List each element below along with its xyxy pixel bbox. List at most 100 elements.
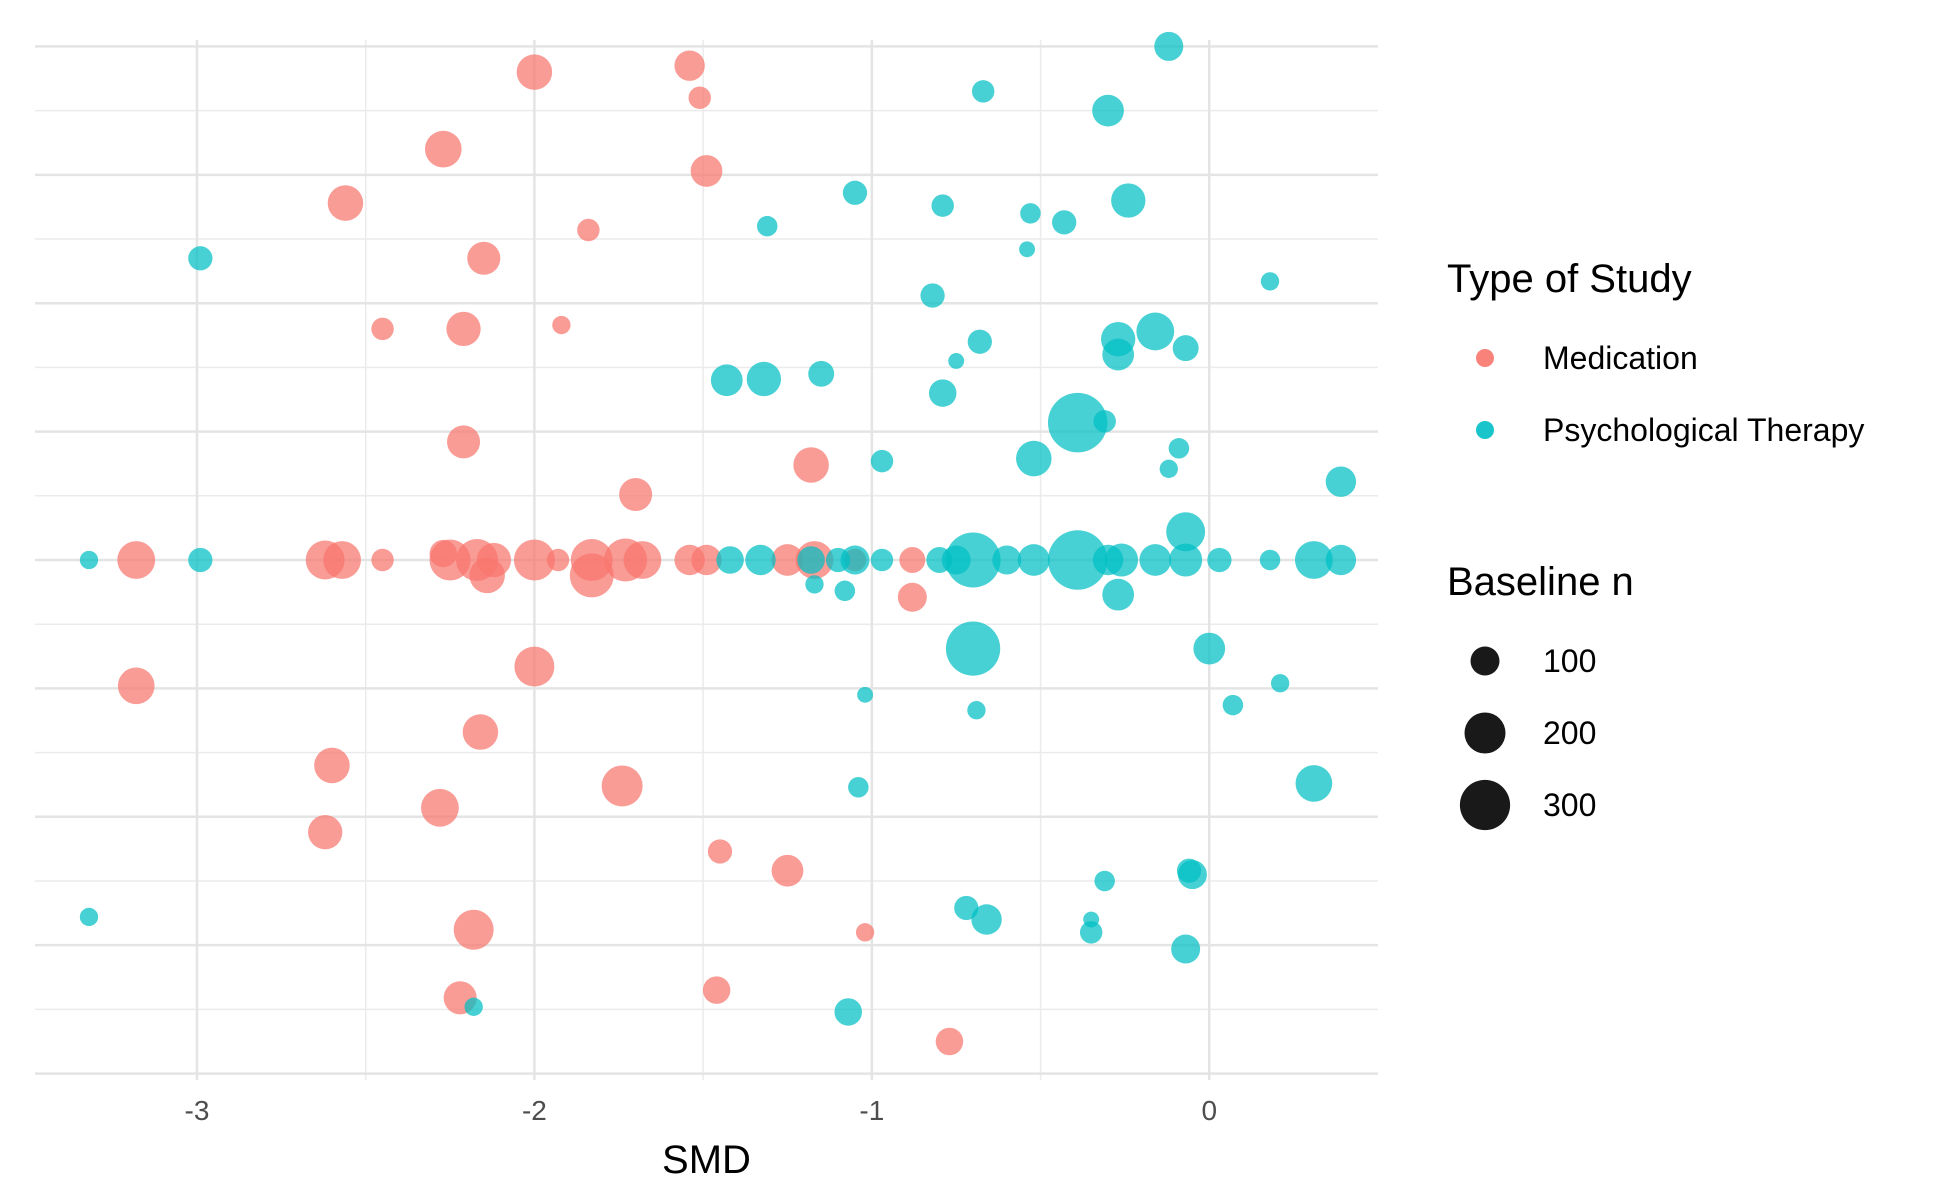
therapy-point — [1102, 578, 1135, 611]
therapy-point — [1193, 632, 1226, 665]
size-legend-label: 200 — [1543, 715, 1596, 751]
medication-point — [467, 241, 501, 275]
color-legend-key — [1476, 349, 1494, 367]
therapy-point — [1295, 765, 1333, 802]
medication-point — [690, 155, 723, 187]
therapy-point — [1092, 94, 1124, 127]
medication-point — [462, 714, 499, 750]
therapy-point — [857, 686, 874, 703]
medication-point — [516, 54, 553, 90]
x-tick-label: -2 — [522, 1095, 547, 1126]
medication-point — [446, 311, 481, 347]
color-legend-title: Type of Study — [1447, 257, 1692, 301]
medication-point — [117, 541, 156, 579]
therapy-point — [842, 180, 868, 205]
therapy-point — [948, 353, 965, 369]
medication-point — [327, 185, 364, 221]
medication-point — [514, 646, 555, 687]
medication-point — [601, 765, 643, 807]
therapy-point — [1325, 544, 1357, 576]
therapy-point — [808, 360, 835, 387]
therapy-point — [756, 215, 778, 237]
therapy-point — [1105, 543, 1139, 577]
therapy-point — [1047, 392, 1108, 453]
x-tick-label: -3 — [185, 1095, 210, 1126]
therapy-point — [1294, 541, 1333, 579]
therapy-point — [1222, 694, 1244, 716]
therapy-point — [834, 998, 862, 1026]
therapy-point — [967, 329, 992, 354]
medication-point — [314, 747, 350, 784]
legend: Type of Study Medication Psychological Th… — [1447, 257, 1864, 831]
color-legend-key — [1476, 421, 1494, 439]
therapy-point — [945, 532, 1001, 588]
therapy-point — [1325, 466, 1357, 497]
therapy-point — [1016, 440, 1052, 477]
therapy-point — [1017, 544, 1050, 576]
medication-point — [771, 854, 804, 887]
therapy-point — [746, 361, 782, 397]
therapy-point — [716, 546, 744, 574]
therapy-point — [464, 997, 483, 1016]
therapy-point — [1079, 921, 1103, 944]
therapy-point — [1052, 210, 1077, 235]
medication-point — [453, 909, 494, 950]
medication-point — [688, 86, 711, 110]
therapy-point — [1019, 241, 1036, 258]
medication-point — [447, 425, 481, 459]
therapy-point — [1166, 512, 1206, 552]
medication-point — [935, 1027, 964, 1056]
size-legend-title: Baseline n — [1447, 560, 1634, 604]
x-tick-label: -1 — [859, 1095, 884, 1126]
therapy-point — [1270, 674, 1290, 693]
therapy-point — [931, 194, 954, 217]
x-axis-title: SMD — [662, 1138, 751, 1182]
medication-point — [469, 557, 505, 594]
therapy-point — [971, 904, 1002, 935]
medication-point — [897, 582, 927, 612]
therapy-point — [848, 777, 869, 798]
therapy-point — [870, 449, 894, 473]
medication-point — [117, 667, 155, 705]
medication-point — [421, 788, 459, 827]
therapy-point — [992, 545, 1022, 575]
medication-points — [117, 50, 964, 1056]
medication-point — [577, 218, 600, 242]
medication-point — [793, 447, 829, 483]
therapy-point — [1168, 438, 1190, 459]
therapy-point — [928, 379, 957, 407]
therapy-point — [967, 701, 986, 720]
medication-point — [546, 548, 570, 572]
therapy-point — [797, 546, 825, 574]
medication-point — [707, 839, 733, 864]
therapy-point — [920, 283, 945, 308]
size-legend-key — [1459, 779, 1511, 831]
therapy-point — [805, 575, 824, 594]
therapy-point — [188, 547, 213, 573]
medication-point — [569, 553, 614, 598]
medication-point — [371, 317, 394, 341]
medication-point — [308, 815, 343, 850]
therapy-point — [1172, 335, 1199, 362]
therapy-point — [1260, 272, 1280, 291]
medication-point — [702, 976, 731, 1004]
therapy-point — [79, 550, 99, 570]
medication-point — [691, 544, 722, 576]
therapy-point — [188, 246, 213, 271]
size-legend-key — [1464, 712, 1506, 754]
medication-point — [619, 477, 653, 512]
therapy-point — [1093, 410, 1116, 433]
medication-point — [771, 544, 804, 576]
medication-point — [855, 923, 875, 942]
color-legend-label: Psychological Therapy — [1543, 412, 1864, 448]
therapy-point — [834, 580, 856, 602]
medication-point — [513, 539, 555, 581]
x-tick-label: 0 — [1201, 1095, 1217, 1126]
color-legend-entries: Medication Psychological Therapy — [1476, 340, 1864, 448]
therapy-points — [79, 31, 1357, 1026]
therapy-point — [1136, 312, 1175, 351]
medication-point — [552, 315, 571, 335]
therapy-point — [1171, 934, 1201, 964]
therapy-point — [1159, 459, 1178, 479]
